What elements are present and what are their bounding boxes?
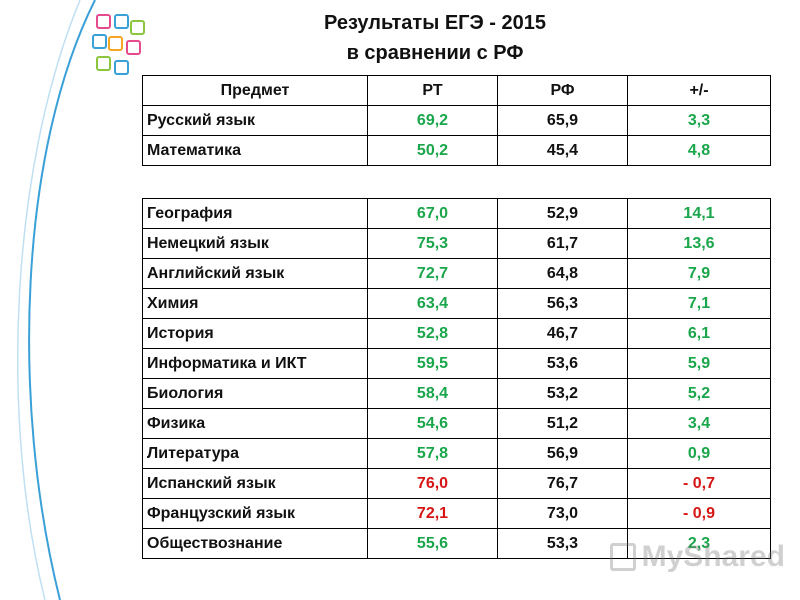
rt-value-cell: 50,2 xyxy=(367,135,498,166)
rf-value-cell: 45,4 xyxy=(497,135,628,166)
subject-cell: Немецкий язык xyxy=(142,228,368,259)
table-row: Физика 54,6 51,2 3,4 xyxy=(142,408,771,439)
rt-value-cell: 72,1 xyxy=(367,498,498,529)
decorative-curve xyxy=(16,0,96,600)
rf-value-cell: 76,7 xyxy=(497,468,628,499)
header-rt: РТ xyxy=(367,75,498,106)
table-row: География 67,0 52,9 14,1 xyxy=(142,198,771,229)
diff-value-cell: 5,9 xyxy=(627,348,771,379)
rt-value-cell: 52,8 xyxy=(367,318,498,349)
rt-value-cell: 69,2 xyxy=(367,105,498,136)
watermark-text: MyShared xyxy=(641,540,785,573)
results-table-main: Предмет РТ РФ +/- Русский язык 69,2 65,9 3,… xyxy=(142,75,771,166)
subject-cell: Информатика и ИКТ xyxy=(142,348,368,379)
rt-value-cell: 67,0 xyxy=(367,198,498,229)
rt-value-cell: 76,0 xyxy=(367,468,498,499)
table-header-row: Предмет РТ РФ +/- xyxy=(142,75,771,106)
rf-value-cell: 61,7 xyxy=(497,228,628,259)
rf-value-cell: 53,6 xyxy=(497,348,628,379)
rt-value-cell: 58,4 xyxy=(367,378,498,409)
table-row: Французский язык 72,1 73,0- 0,9 xyxy=(142,498,771,529)
results-table-elective: География 67,0 52,9 14,1 Немецкий язык 75,3 61… xyxy=(142,198,771,559)
diff-value-cell: 7,1 xyxy=(627,288,771,319)
subject-cell: Обществознание xyxy=(142,528,368,559)
subject-cell: Физика xyxy=(142,408,368,439)
subject-cell: История xyxy=(142,318,368,349)
diff-value-cell: 0,9 xyxy=(627,438,771,469)
rf-value-cell: 46,7 xyxy=(497,318,628,349)
diff-value-cell: 4,8 xyxy=(627,135,771,166)
rf-value-cell: 65,9 xyxy=(497,105,628,136)
subject-cell: Английский язык xyxy=(142,258,368,289)
rf-value-cell: 73,0 xyxy=(497,498,628,529)
diff-value-cell: 7,9 xyxy=(627,258,771,289)
table-row: Немецкий язык 75,3 61,7 13,6 xyxy=(142,228,771,259)
rt-value-cell: 59,5 xyxy=(367,348,498,379)
subject-cell: Литература xyxy=(142,438,368,469)
title-line-1: Результаты ЕГЭ - 2015 xyxy=(323,12,547,34)
header-subject: Предмет xyxy=(142,75,368,106)
rf-value-cell: 51,2 xyxy=(497,408,628,439)
rt-value-cell: 72,7 xyxy=(367,258,498,289)
table-row: Испанский язык 76,0 76,7- 0,7 xyxy=(142,468,771,499)
rt-value-cell: 75,3 xyxy=(367,228,498,259)
subject-cell: Французский язык xyxy=(142,498,368,529)
education-logo-icon xyxy=(86,12,146,90)
table-row: Математика 50,2 45,4 4,8 xyxy=(142,135,771,166)
subject-cell: Математика xyxy=(142,135,368,166)
table-row: Биология 58,4 53,2 5,2 xyxy=(142,378,771,409)
diff-value-cell: 14,1 xyxy=(627,198,771,229)
diff-value-cell: 2,3 xyxy=(627,528,771,559)
rf-value-cell: 64,8 xyxy=(497,258,628,289)
rf-value-cell: 53,2 xyxy=(497,378,628,409)
header-diff: +/- xyxy=(627,75,771,106)
table-row: Английский язык 72,7 64,8 7,9 xyxy=(142,258,771,289)
diff-value-cell: 5,2 xyxy=(627,378,771,409)
title-line-2: в сравнении с РФ xyxy=(346,42,524,64)
diff-value-cell: 6,1 xyxy=(627,318,771,349)
table-row: Информатика и ИКТ 59,5 53,6 5,9 xyxy=(142,348,771,379)
rt-value-cell: 63,4 xyxy=(367,288,498,319)
diff-value-cell: - 0,7 xyxy=(627,468,771,499)
subject-cell: Испанский язык xyxy=(142,468,368,499)
rf-value-cell: 56,9 xyxy=(497,438,628,469)
diff-value-cell: - 0,9 xyxy=(627,498,771,529)
rt-value-cell: 57,8 xyxy=(367,438,498,469)
header-rf: РФ xyxy=(497,75,628,106)
subject-cell: Биология xyxy=(142,378,368,409)
rt-value-cell: 54,6 xyxy=(367,408,498,439)
subject-cell: Русский язык xyxy=(142,105,368,136)
table-row: Русский язык 69,2 65,9 3,3 xyxy=(142,105,771,136)
table-row: Литература 57,8 56,9 0,9 xyxy=(142,438,771,469)
presentation-board-icon xyxy=(610,543,636,571)
rf-value-cell: 56,3 xyxy=(497,288,628,319)
watermark: MyShared xyxy=(610,537,785,577)
rt-value-cell: 55,6 xyxy=(367,528,498,559)
subject-cell: География xyxy=(142,198,368,229)
table-row: Химия 63,4 56,3 7,1 xyxy=(142,288,771,319)
subject-cell: Химия xyxy=(142,288,368,319)
table-row: Обществознание 55,6 53,3 2,3 xyxy=(142,528,771,559)
diff-value-cell: 13,6 xyxy=(627,228,771,259)
table-row: История 52,8 46,7 6,1 xyxy=(142,318,771,349)
page-title: Результаты ЕГЭ - 2015 в сравнении с РФ xyxy=(300,8,570,68)
rf-value-cell: 53,3 xyxy=(497,528,628,559)
rf-value-cell: 52,9 xyxy=(497,198,628,229)
diff-value-cell: 3,3 xyxy=(627,105,771,136)
diff-value-cell: 3,4 xyxy=(627,408,771,439)
